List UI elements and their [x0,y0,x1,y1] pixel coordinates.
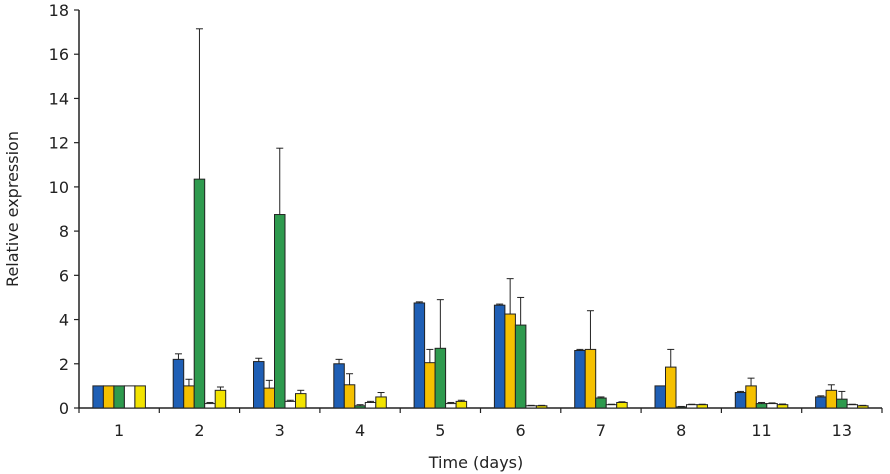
x-tick-label: 4 [355,421,365,440]
bar [364,401,377,409]
bar [504,313,516,409]
y-tick-label: 8 [59,222,69,241]
y-tick-label: 4 [59,311,69,330]
x-tick-label: 13 [832,421,852,440]
bar [696,404,708,409]
bar [92,385,104,409]
bar [686,404,698,409]
bar [375,396,387,409]
bar [836,398,848,409]
bar [665,366,677,409]
bar [766,403,778,409]
y-tick-label: 14 [49,89,69,108]
bar [755,403,768,409]
bar [846,404,859,409]
bar [113,385,125,409]
bar [455,400,468,409]
bar [134,385,146,409]
bar [413,302,426,409]
x-tick-label: 7 [596,421,606,440]
y-tick-label: 10 [49,178,69,197]
bar [525,405,537,409]
y-tick-label: 2 [59,355,69,374]
bar [825,389,838,409]
bar [284,400,296,409]
bar [263,387,275,409]
bar [574,350,586,409]
bar [183,385,195,409]
bar [434,347,447,409]
x-tick-label: 3 [275,421,285,440]
bar [815,396,827,409]
error-bar-group [174,28,867,407]
bar [172,358,185,409]
bar [214,389,227,409]
y-tick-label: 12 [49,134,69,153]
bar [654,385,666,409]
x-tick-label: 8 [676,421,686,440]
bar [102,385,115,409]
bar [445,403,457,409]
bar [295,393,307,409]
bar [424,362,436,409]
bar [354,405,366,409]
bar [595,397,607,409]
bar [675,406,687,409]
bar [123,385,136,409]
bar [745,385,757,409]
bar [193,178,206,409]
bar [514,324,527,409]
bar [584,348,597,409]
bar-group [92,178,869,409]
y-tick-label: 16 [49,45,69,64]
x-axis-title: Time (days) [428,453,524,472]
bar [343,384,356,409]
bar [857,405,869,409]
y-tick-label: 0 [59,399,69,418]
x-tick-label: 6 [516,421,526,440]
bar [616,401,628,409]
bar [605,404,618,409]
x-tick-label: 1 [114,421,124,440]
bar [204,403,216,409]
bar [274,214,286,409]
bar [776,404,789,409]
bar [535,405,548,409]
bar [493,304,506,409]
bar [333,363,345,409]
bar [734,392,747,409]
x-tick-label: 5 [435,421,445,440]
y-axis-title: Relative expression [3,131,22,287]
x-tick-label: 11 [751,421,771,440]
bar [253,361,265,409]
y-tick-label: 6 [59,266,69,285]
y-tick-label: 18 [49,1,69,20]
x-tick-label: 2 [194,421,204,440]
